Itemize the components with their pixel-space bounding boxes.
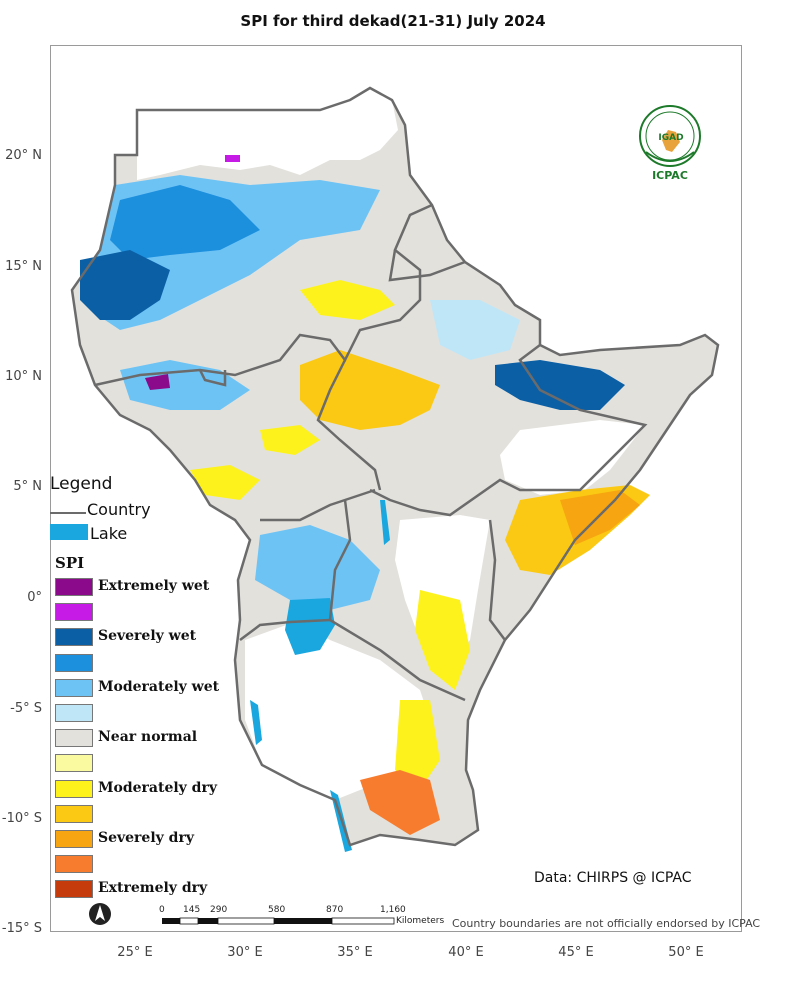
spi-swatch (55, 779, 93, 798)
scale-label-0: 0 (159, 905, 165, 915)
spi-swatch (55, 830, 93, 848)
spi-swatch (55, 729, 93, 748)
logo-top-text: IGAD (658, 133, 684, 143)
lake-turkana (380, 500, 390, 545)
boundary-ethiopia-eritrea (388, 249, 466, 282)
spi-swatch (55, 678, 93, 697)
lat-tick-neg10: -10° S (1, 811, 42, 826)
data-source-text: Data: CHIRPS @ ICPAC (534, 870, 692, 886)
spi-swatch (55, 880, 93, 899)
lon-tick-35: 35° E (337, 945, 373, 960)
spi-swatch (55, 855, 93, 874)
spi-label: Near normal (98, 729, 198, 746)
spi-swatch (55, 628, 93, 647)
dry-zone-tanzania (395, 700, 440, 790)
lat-tick-0: 0° (27, 590, 42, 605)
spi-swatch (55, 653, 93, 672)
lon-tick-50: 50° E (668, 945, 704, 960)
spi-label: Severely wet (98, 628, 197, 645)
spi-swatch (55, 578, 93, 596)
wet-zone-uganda (255, 525, 380, 610)
scale-label-580: 580 (268, 905, 286, 915)
dry-zone-south-sudan-sw (190, 465, 260, 500)
dry-zone-ssudan-ethiopia (300, 350, 440, 430)
no-data-area-somalia (500, 420, 645, 495)
wet-zone-chad-deep (110, 185, 260, 260)
lake-swatch (50, 524, 88, 540)
lake-tanganyika (250, 700, 262, 745)
boundary-ethiopia-somalia (369, 344, 648, 517)
dry-zone-south (360, 770, 440, 835)
legend-lake-label: Lake (90, 524, 128, 543)
dry-zone-kenya (415, 590, 470, 690)
scale-unit: Kilometers (396, 916, 445, 926)
lat-tick-neg15: -15° S (1, 921, 42, 936)
boundary-sudan-chad (198, 369, 227, 387)
boundary-tanzania-west (239, 618, 331, 641)
scale-label-870: 870 (326, 905, 344, 915)
lon-tick-30: 30° E (227, 945, 263, 960)
boundary-ssudan-ethiopia (316, 359, 382, 491)
wet-zone-west (80, 250, 170, 320)
no-data-area-south (245, 620, 430, 800)
map-title: SPI for third dekad(21-31) July 2024 (240, 12, 546, 30)
wet-zone-ethiopia-east (430, 300, 520, 360)
spi-label: Extremely dry (98, 880, 208, 897)
legend-title: Legend (50, 474, 113, 494)
country-boundary-outline (70, 86, 720, 847)
extreme-wet-spot (145, 374, 170, 390)
spi-swatch (55, 704, 93, 722)
lon-tick-45: 45° E (558, 945, 594, 960)
boundary-kenya-tanzania (329, 618, 466, 702)
country-line-swatch (50, 512, 86, 514)
dry-zone-sudan (300, 280, 395, 320)
extreme-wet-spot-north (225, 155, 240, 162)
lat-tick-5: 5° N (13, 479, 42, 494)
dry-zone-central (260, 425, 320, 455)
lat-tick-15: 15° N (5, 259, 42, 274)
lon-tick-40: 40° E (448, 945, 484, 960)
spi-label: Extremely wet (98, 578, 210, 594)
logo-bottom-text: ICPAC (652, 169, 688, 182)
igad-icpac-logo (639, 105, 701, 167)
scale-label-1160: 1,160 (380, 905, 406, 915)
spi-swatch (55, 804, 93, 823)
north-arrow-icon (89, 903, 111, 925)
boundary-ssudan-uganda (260, 488, 376, 522)
lat-tick-20: 20° N (5, 148, 42, 163)
lat-tick-10: 10° N (5, 369, 42, 384)
boundary-kenya-somalia (488, 519, 506, 641)
lon-tick-25: 25° E (117, 945, 153, 960)
boundary-uganda-kenya (328, 499, 352, 621)
spi-swatch (55, 603, 93, 622)
disclaimer-text: Country boundaries are not officially en… (452, 917, 761, 930)
dry-zone-somalia-severe (560, 490, 640, 545)
spi-label: Moderately dry (98, 779, 217, 796)
legend-country-label: Country (87, 500, 151, 519)
scale-label-145: 145 (183, 905, 201, 915)
spi-label: Severely dry (98, 830, 194, 846)
lake-victoria (285, 598, 335, 655)
legend-spi-title: SPI (55, 554, 85, 572)
scale-label-290: 290 (210, 905, 228, 915)
scale-bar (162, 917, 395, 925)
spi-swatch (55, 754, 93, 773)
spi-label: Moderately wet (98, 678, 220, 695)
lat-tick-neg5: -5° S (10, 701, 42, 716)
